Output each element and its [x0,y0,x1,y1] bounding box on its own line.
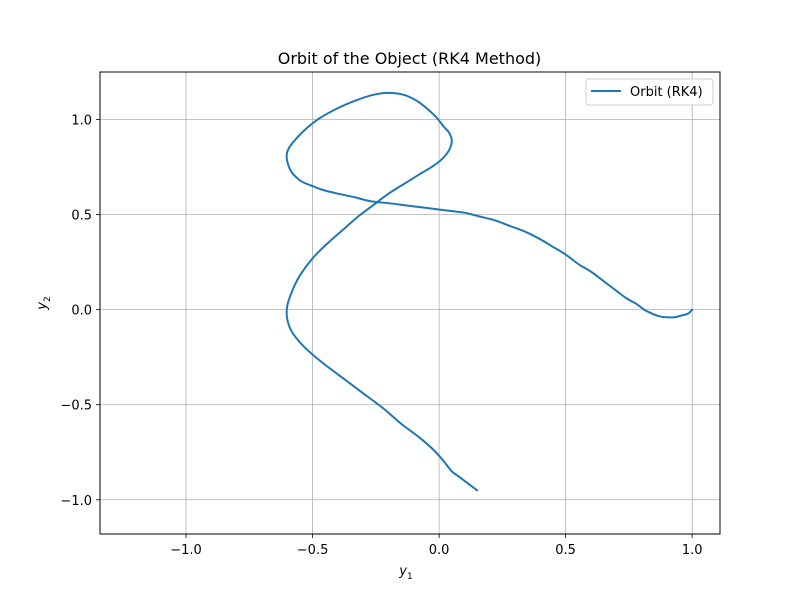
grid [100,72,720,534]
y-tick-label: 1.0 [71,114,92,129]
series-line-0 [285,91,694,492]
x-tick-label: −1.0 [170,543,202,558]
y-tick-label: −1.0 [60,494,92,509]
y-axis-label: y2 [35,296,53,310]
x-axis-label-sub: 1 [407,572,413,582]
x-tick-label: 0.0 [429,543,450,558]
x-axis-label: y1 [398,564,412,582]
y-tick-label: 0.0 [71,304,92,319]
plot-area [285,91,694,492]
x-tick-label: 0.5 [555,543,576,558]
chart-title: Orbit of the Object (RK4 Method) [278,49,542,68]
y-axis: −1.0 −0.5 0.0 0.5 1.0 [60,114,100,509]
x-tick-label: −0.5 [297,543,329,558]
x-axis: −1.0 −0.5 0.0 0.5 1.0 [170,534,703,558]
y-axis-label-base: y [35,302,50,311]
legend-label: Orbit (RK4) [630,85,703,100]
x-tick-label: 1.0 [682,543,703,558]
x-axis-label-base: y [398,564,407,579]
y-axis-label-sub: 2 [43,296,53,302]
legend-box [585,78,714,106]
plot-frame [99,71,721,535]
y-tick-label: −0.5 [60,399,92,414]
legend: Orbit (RK4) [585,78,714,106]
y-tick-label: 0.5 [71,209,92,224]
